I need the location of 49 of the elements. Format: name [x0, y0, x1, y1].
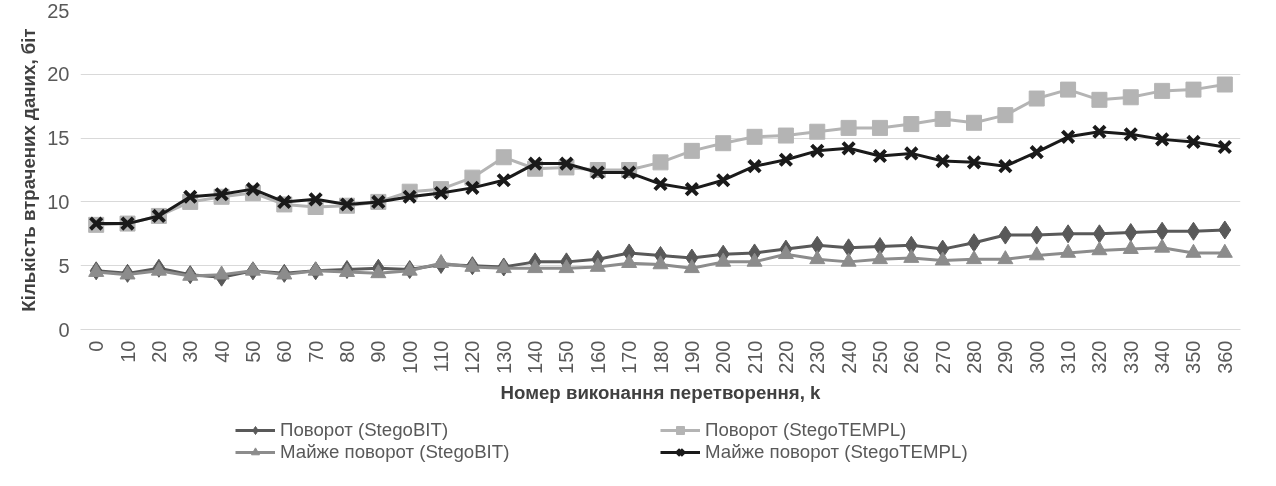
legend-label: Поворот (StegoTEMPL)	[705, 419, 908, 441]
x-tick-label: 10	[116, 340, 139, 363]
x-tick-label: 120	[461, 340, 484, 374]
x-tick-label: 130	[492, 340, 515, 374]
x-tick-label: 280	[963, 340, 986, 374]
x-tick-label: 70	[304, 340, 327, 363]
y-tick-label: 25	[47, 0, 70, 22]
x-tick-label: 360	[1213, 340, 1236, 374]
y-tick-label: 20	[47, 63, 70, 86]
x-tick-label: 160	[586, 340, 609, 374]
x-tick-label: 150	[555, 340, 578, 374]
x-tick-label: 200	[712, 340, 735, 374]
legend-label: Майже поворот (StegoTEMPL)	[705, 441, 969, 463]
x-tick-label: 240	[837, 340, 860, 374]
x-tick-label: 60	[273, 340, 296, 363]
x-tick-label: 350	[1182, 340, 1205, 374]
x-tick-label: 250	[868, 340, 891, 374]
x-tick-label: 230	[806, 340, 829, 374]
y-tick-label: 0	[58, 318, 70, 341]
x-tick-label: 290	[994, 340, 1017, 374]
x-tick-label: 20	[147, 340, 170, 363]
x-tick-label: 320	[1088, 340, 1111, 374]
y-tick-label: 5	[58, 254, 70, 277]
x-tick-label: 100	[398, 340, 421, 374]
x-tick-label: 170	[618, 340, 641, 374]
legend-label: Поворот (StegoBIT)	[280, 419, 450, 441]
x-tick-label: 300	[1025, 340, 1048, 374]
x-tick-label: 330	[1119, 340, 1142, 374]
x-tick-label: 0	[85, 340, 108, 352]
y-tick-label: 15	[47, 127, 70, 150]
x-tick-label: 50	[241, 340, 264, 363]
x-tick-label: 310	[1057, 340, 1080, 374]
legend-label: Майже поворот (StegoBIT)	[280, 441, 511, 463]
x-tick-label: 260	[900, 340, 923, 374]
x-tick-label: 340	[1151, 340, 1174, 374]
x-axis-title: Номер виконання перетворення, k	[500, 381, 822, 403]
y-tick-label: 10	[47, 190, 70, 213]
x-tick-label: 110	[430, 340, 453, 373]
x-tick-label: 80	[335, 340, 358, 363]
x-tick-label: 180	[649, 340, 672, 374]
x-tick-label: 30	[179, 340, 202, 363]
x-tick-label: 190	[680, 340, 703, 374]
x-tick-label: 220	[774, 340, 797, 374]
x-tick-label: 140	[524, 340, 547, 374]
x-tick-label: 270	[931, 340, 954, 374]
x-tick-label: 40	[210, 340, 233, 363]
x-tick-label: 210	[743, 340, 766, 374]
x-tick-label: 90	[367, 340, 390, 363]
y-axis-title: Кількість втрачених даних, біт	[18, 28, 40, 312]
